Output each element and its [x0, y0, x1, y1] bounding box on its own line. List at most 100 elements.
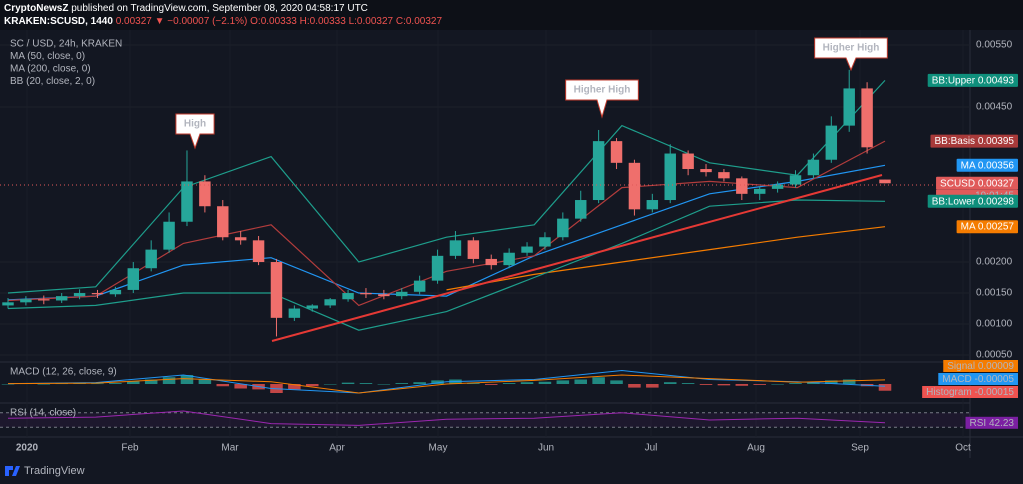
macd-histogram-bar	[341, 382, 355, 384]
candle-body	[575, 200, 587, 219]
macd-histogram-bar	[91, 383, 104, 385]
indicator-line	[7, 79, 886, 294]
header-bar	[0, 0, 1023, 30]
macd-histogram-bar	[646, 384, 659, 388]
price-label: BB:Upper 0.00493	[927, 73, 1018, 87]
candle-body	[217, 206, 229, 238]
annotation-text: High	[184, 119, 206, 130]
candle-body	[718, 172, 730, 179]
price-label: MA 0.00257	[956, 220, 1018, 234]
candle-body	[55, 296, 68, 301]
candle-body	[467, 240, 480, 259]
macd-histogram-bar	[825, 380, 838, 384]
candle-body	[431, 255, 444, 281]
y-tick-label: 0.00200	[976, 257, 1013, 268]
published: published on TradingView.com, September …	[68, 3, 367, 14]
macd-histogram-bar	[717, 384, 731, 386]
candle-body	[127, 268, 140, 290]
macd-histogram-bar	[37, 384, 51, 385]
macd-title: MACD (12, 26, close, 9)	[10, 367, 117, 378]
candle-body	[521, 246, 533, 253]
price-label-name: MA	[961, 221, 976, 232]
price-label-name: BB:Upper	[932, 75, 976, 86]
pane-value-name: MACD	[942, 374, 971, 385]
price-label-text: MA 0.00257	[961, 221, 1015, 232]
candle-body	[252, 240, 265, 263]
y-tick-label: 0.00050	[976, 350, 1013, 361]
price-label-box	[956, 220, 1018, 234]
pane-value-label: Signal 0.00009	[947, 361, 1014, 372]
price-label: BB:Basis 0.00395	[930, 134, 1018, 148]
price-label-box	[927, 73, 1018, 87]
candle-body	[789, 175, 802, 185]
macd-histogram-bar	[502, 383, 516, 384]
macd-histogram-bar	[467, 383, 480, 384]
candle-body	[378, 294, 390, 297]
x-tick-label: Oct	[955, 443, 971, 454]
macd-histogram-bar	[234, 384, 247, 389]
macd-histogram-bar	[556, 380, 570, 384]
rsi-line	[7, 410, 886, 426]
x-tick-label: Mar	[221, 443, 239, 454]
pane-value-box	[922, 386, 1018, 398]
indicator-line	[446, 226, 886, 291]
macd-histogram-bar	[520, 382, 534, 384]
pane-value-label: MACD -0.00005	[942, 374, 1014, 385]
macd-histogram-bar	[288, 384, 301, 390]
macd-histogram-bar	[610, 380, 623, 384]
candle-body	[91, 293, 104, 295]
legend-entry: MA (50, close, 0)	[10, 51, 85, 62]
macd-histogram-bar	[144, 379, 158, 384]
candle-body	[145, 249, 157, 269]
candle-body	[2, 302, 14, 306]
price-label: MA 0.00356	[956, 158, 1018, 172]
ohlc-close: C:0.00327	[396, 16, 443, 27]
candle-body	[664, 153, 676, 201]
header-line-2: KRAKEN:SCUSD, 1440 0.00327 ▼ −0.00007 (−…	[4, 16, 442, 27]
x-tick-label: 2020	[16, 443, 39, 454]
macd-line	[7, 374, 886, 394]
price-label-text: MA 0.00356	[961, 160, 1015, 171]
candle-body	[38, 299, 50, 301]
price-label-name: SCUSD	[940, 178, 975, 189]
price-label-name: BB:Basis	[934, 136, 975, 147]
price-label-value: 0.00395	[978, 136, 1015, 147]
pane-value: -0.00005	[975, 374, 1015, 385]
candle-body	[646, 200, 659, 210]
macd-histogram-bar	[180, 375, 194, 384]
pane-value: 0.00009	[978, 361, 1015, 372]
macd-histogram-bar	[1, 384, 15, 385]
price-label-value: 0.00327	[978, 178, 1015, 189]
macd-histogram-bar	[431, 380, 444, 384]
price-label-text: BB:Basis 0.00395	[934, 136, 1014, 147]
macd-histogram-bar	[359, 383, 373, 384]
annotation-box	[565, 79, 639, 119]
candle-body	[449, 240, 462, 256]
author: CryptoNewsZ	[4, 3, 68, 14]
price-label-value: 0.00257	[978, 221, 1015, 232]
annotation-text: Higher High	[574, 85, 631, 96]
candle-body	[234, 237, 247, 241]
candle-body	[825, 125, 838, 160]
candle-body	[163, 221, 175, 250]
candle-body	[396, 291, 408, 297]
candle-body	[360, 293, 372, 295]
brand: TradingView	[24, 465, 85, 477]
legend-entry: BB (20, close, 2, 0)	[10, 76, 95, 87]
candle-body	[109, 289, 122, 295]
x-tick-label: Aug	[747, 443, 765, 454]
macd-histogram-bar	[789, 383, 802, 384]
pane-value: -0.00015	[975, 387, 1015, 398]
candle-body	[628, 162, 641, 210]
candle-body	[557, 218, 569, 238]
candle-body	[288, 308, 301, 318]
price-label-text: SCUSD 0.00327	[940, 178, 1014, 189]
legend-entry: MA (200, close, 0)	[10, 64, 91, 75]
candle-body	[879, 179, 891, 184]
indicator-panes: MACD (12, 26, close, 9) Signal 0.00009 MAC…	[0, 360, 1018, 429]
y-tick-label: 0.00100	[976, 319, 1013, 330]
rsi-title: RSI (14, close)	[10, 408, 76, 419]
macd-histogram-bar	[538, 381, 552, 384]
ohlc-high: H:0.00333	[300, 16, 347, 27]
